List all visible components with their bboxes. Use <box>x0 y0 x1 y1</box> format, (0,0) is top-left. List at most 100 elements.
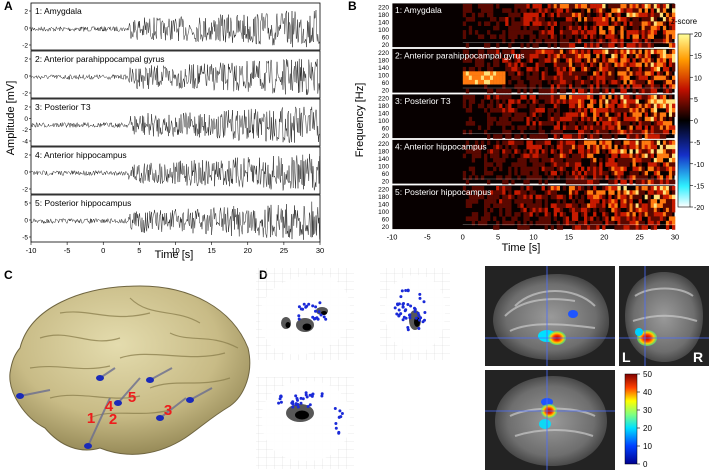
panel-b-spectrogram-cell <box>581 199 585 204</box>
panel-b-spectrogram-cell <box>532 71 536 76</box>
panel-b-spectrogram-cell <box>496 49 500 55</box>
panel-b-spectrogram-cell <box>571 88 576 94</box>
panel-b-spectrogram-cell <box>499 207 503 213</box>
panel-b-spectrogram-cell <box>474 175 479 180</box>
panel-b-spectrogram-cell <box>590 166 594 172</box>
panel-b-spectrogram-cell <box>535 166 539 172</box>
electrode-contact-dot <box>311 392 315 396</box>
panel-b-spectrogram-cell <box>532 134 536 139</box>
panel-b-spectrogram-cell <box>644 25 648 31</box>
panel-b-spectrogram-cell <box>647 21 651 26</box>
electrode-contact-dot <box>279 394 283 398</box>
panel-b-spectrogram-cell <box>599 25 603 31</box>
panel-b-spectrogram-cell <box>523 62 527 68</box>
panel-b-spectrogram-cell <box>496 4 500 9</box>
activation-core <box>321 311 327 315</box>
panel-b-spectrogram-cell <box>635 116 639 122</box>
panel-b-spectrogram-cell <box>565 75 570 81</box>
panel-b-spectrogram-cell <box>480 216 485 221</box>
panel-b-spectrogram-cell <box>514 140 518 146</box>
panel-b-spectrogram-cell <box>596 203 600 208</box>
panel-b-spectrogram-cell <box>553 4 557 9</box>
panel-b-spectrogram-cell <box>547 116 551 122</box>
panel-b-spectrogram-cell <box>520 190 524 195</box>
panel-b-spectrogram-cell <box>559 4 564 9</box>
panel-b-spectrogram-cell <box>496 186 500 191</box>
panel-b-spectrogram-cell <box>662 34 667 39</box>
panel-b-spectrogram-cell <box>526 4 530 9</box>
panel-b-spectrogram-cell <box>523 12 527 18</box>
panel-a-ytick-label: -4 <box>22 139 28 146</box>
panel-b-spectrogram-cell <box>644 17 648 22</box>
panel-b-spectrogram-cell <box>641 103 645 109</box>
panel-a-ytick-label: 2 <box>24 105 28 112</box>
panel-b-spectrogram-cell <box>605 66 609 72</box>
panel-b-spectrogram-cell <box>620 153 624 159</box>
brain-sulcus <box>39 334 121 342</box>
panel-b-spectrogram-cell <box>508 149 512 154</box>
panel-b-spectrogram-cell <box>556 108 560 113</box>
panel-b-spectrogram-cell <box>565 49 570 55</box>
panel-b-spectrogram-cell <box>517 125 521 130</box>
panel-b-spectrogram-cell <box>629 207 633 213</box>
panel-b-spectrogram-cell <box>644 53 648 59</box>
panel-b-spectrogram-cell <box>614 79 618 85</box>
panel-b-spectrogram-cell <box>581 71 585 76</box>
panel-b-spectrogram-cell <box>626 225 630 230</box>
panel-b-spectrogram-cell <box>541 53 545 59</box>
panel-b-spectrogram-cell <box>556 144 560 150</box>
panel-b-spectrogram-cell <box>584 220 588 226</box>
panel-b-spectrogram-cell <box>559 25 564 31</box>
panel-b-spectrogram-cell <box>526 199 530 204</box>
panel-b-spectrogram-cell <box>581 8 585 13</box>
panel-b-spectrogram-cell <box>599 175 603 180</box>
panel-b-spectrogram-cell <box>578 144 582 150</box>
panel-b-spectrogram-cell <box>544 71 548 76</box>
panel-b-spectrogram-cell <box>659 38 664 44</box>
panel-b-spectrogram-cell <box>538 53 542 59</box>
panel-a-channel-box <box>30 194 321 243</box>
panel-b-spectrogram-cell <box>462 30 467 35</box>
panel-b-spectrogram-cell <box>535 25 539 31</box>
panel-b-spectrogram-cell <box>605 108 609 113</box>
panel-b-spectrogram-cell <box>635 179 639 185</box>
panel-b-spectrogram-cell <box>532 79 536 85</box>
panel-b-spectrogram-cell <box>556 4 560 9</box>
panel-b-spectrogram-cell <box>632 212 636 217</box>
panel-b-spectrogram-cell <box>581 53 585 59</box>
panel-b-spectrogram-cell <box>520 95 524 100</box>
panel-b-channel-label: 4: Anterior hippocampus <box>395 142 487 152</box>
panel-b-spectrogram-cell <box>556 99 560 104</box>
panel-b-ytick-label: 220 <box>378 96 389 103</box>
panel-b-spectrogram-cell <box>587 225 591 230</box>
panel-b-spectrogram-cell <box>650 103 654 109</box>
panel-b-spectrogram-cell <box>650 190 654 195</box>
panel-b-spectrogram-cell <box>665 153 670 159</box>
panel-b-spectrogram-cell <box>629 194 633 200</box>
electrode-contact-dot <box>304 391 308 395</box>
panel-b-spectrogram-cell <box>578 121 582 126</box>
panel-b-spectrogram-cell <box>635 17 639 22</box>
panel-b-spectrogram-cell <box>502 49 506 55</box>
panel-b-spectrogram-cell <box>574 4 579 9</box>
panel-b-spectrogram-cell <box>587 149 591 154</box>
panel-b-spectrogram-cell <box>638 58 642 63</box>
panel-b-spectrogram-cell <box>641 12 645 18</box>
panel-b-spectrogram-cell <box>644 88 648 94</box>
panel-b-spectrogram-cell <box>623 8 627 13</box>
panel-b-spectrogram-cell <box>659 216 664 221</box>
panel-b-spectrogram-cell <box>581 103 585 109</box>
panel-b-spectrogram-cell <box>620 103 624 109</box>
panel-b-spectrogram-cell <box>571 134 576 139</box>
electrode-contact-dot <box>402 315 406 319</box>
panel-b-spectrogram-cell <box>638 66 642 72</box>
panel-b-spectrogram-cell <box>608 58 612 63</box>
panel-b-spectrogram-cell <box>559 95 564 100</box>
panel-b-spectrogram-cell <box>565 179 570 185</box>
panel-b-spectrogram-cell <box>656 38 661 44</box>
panel-b-spectrogram-cell <box>608 79 612 85</box>
panel-b-spectrogram-cell <box>662 75 667 81</box>
panel-b-spectrogram-cell <box>532 12 536 18</box>
panel-a-xtick-label: -5 <box>64 246 71 255</box>
electrode-contact-dot <box>324 317 328 321</box>
